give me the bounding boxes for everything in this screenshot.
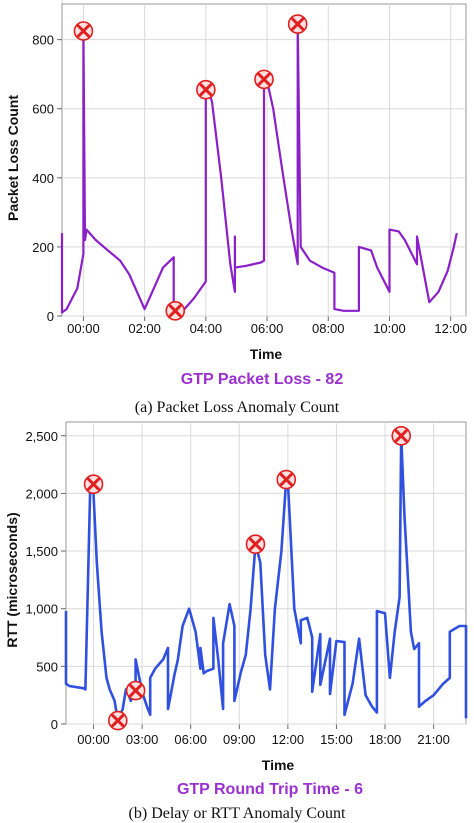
x-tick-label: 21:00 xyxy=(417,732,450,747)
y-tick-label: 2,000 xyxy=(25,486,58,501)
anomaly-marker xyxy=(391,425,412,446)
y-tick-label: 500 xyxy=(36,659,58,674)
packet-loss-chart: 0 200 400 600 800 00:00 02:00 04:00 06:00 08:00 1… xyxy=(5,0,467,416)
series-line xyxy=(64,434,468,722)
y-axis-label: RTT (microseconds) xyxy=(4,512,20,647)
y-tick-labels: 0 200 400 600 800 xyxy=(32,33,54,324)
anomaly-marker xyxy=(165,301,186,321)
x-tick-label: 03:00 xyxy=(126,732,159,747)
x-tick-label: 00:00 xyxy=(77,732,110,747)
x-tick-label: 06:00 xyxy=(174,732,207,747)
rtt-chart: 0 500 1,000 1,500 2,000 2,500 00:00 03:00 06:00… xyxy=(4,421,468,822)
anomaly-marker xyxy=(196,79,216,100)
anomaly-marker xyxy=(73,21,94,41)
x-grid xyxy=(65,421,467,729)
y-tick-label: 800 xyxy=(32,33,54,48)
anomaly-marker xyxy=(276,469,297,490)
series-line xyxy=(60,23,458,314)
plot-frame xyxy=(65,421,467,725)
x-tick-label: 12:00 xyxy=(272,732,305,747)
anomaly-marker xyxy=(245,534,266,554)
y-tick-label: 600 xyxy=(32,102,54,117)
figure-caption: (a) Packet Loss Anomaly Count xyxy=(135,399,340,416)
x-tick-labels: 00:00 02:00 04:00 06:00 08:00 10:00 12:00 xyxy=(67,321,467,336)
x-tick-label: 15:00 xyxy=(320,732,353,747)
anomaly-marker xyxy=(287,14,308,34)
y-tick-labels: 0 500 1,000 1,500 2,000 2,500 xyxy=(25,429,58,732)
anomaly-marker xyxy=(125,680,146,701)
figure-caption: (b) Delay or RTT Anomaly Count xyxy=(129,805,346,822)
x-tick-label: 00:00 xyxy=(67,321,100,336)
y-grid xyxy=(61,435,466,725)
y-tick-label: 1,000 xyxy=(25,602,58,617)
x-tick-label: 02:00 xyxy=(128,321,161,336)
anomaly-markers xyxy=(73,14,308,321)
x-axis-label: Time xyxy=(262,757,295,773)
rtt-series xyxy=(64,434,468,722)
x-tick-labels: 00:00 03:00 06:00 09:00 12:00 15:00 18:00 21:00 xyxy=(77,732,450,747)
y-tick-label: 0 xyxy=(51,717,58,732)
packet-loss-series xyxy=(60,23,458,314)
y-axis-label: Packet Loss Count xyxy=(5,95,21,221)
x-tick-label: 09:00 xyxy=(223,732,256,747)
x-tick-label: 06:00 xyxy=(251,321,284,336)
x-tick-label: 10:00 xyxy=(373,321,406,336)
y-tick-label: 2,500 xyxy=(25,429,58,444)
x-tick-label: 18:00 xyxy=(369,732,402,747)
anomaly-marker xyxy=(254,69,274,90)
anomaly-markers xyxy=(83,425,412,731)
anomaly-marker xyxy=(108,710,128,731)
y-tick-label: 200 xyxy=(32,240,54,255)
y-tick-label: 400 xyxy=(32,171,54,186)
x-tick-label: 08:00 xyxy=(312,321,345,336)
y-tick-label: 0 xyxy=(47,309,54,324)
x-axis-label: Time xyxy=(250,346,283,362)
chart-title: GTP Round Trip Time - 6 xyxy=(177,781,363,798)
x-tick-label: 04:00 xyxy=(190,321,223,336)
x-tick-label: 12:00 xyxy=(434,321,467,336)
chart-title: GTP Packet Loss - 82 xyxy=(181,371,344,388)
anomaly-marker xyxy=(83,474,104,494)
y-tick-label: 1,500 xyxy=(25,544,58,559)
